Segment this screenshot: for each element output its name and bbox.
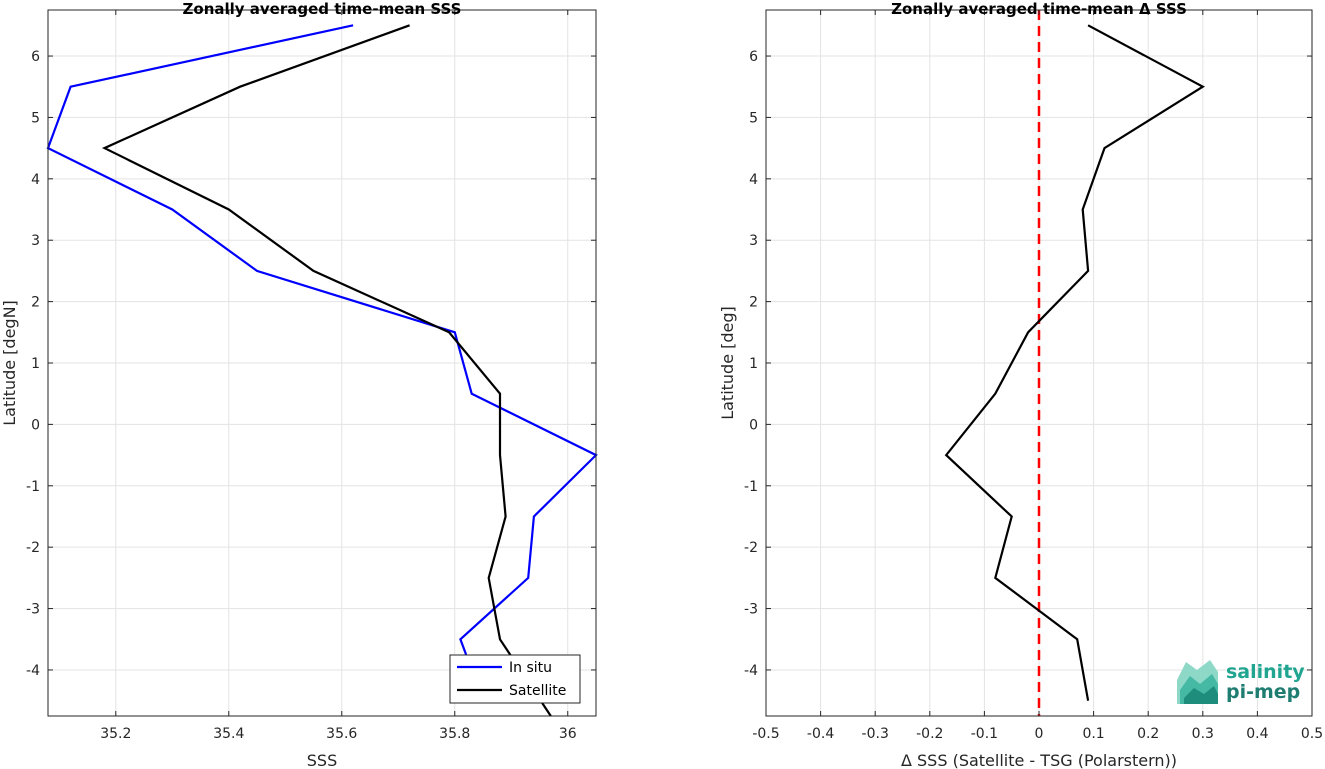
y-axis-label: Latitude [deg]	[718, 306, 737, 420]
x-tick-label: -0.1	[971, 726, 998, 742]
y-tick-label: 1	[31, 356, 40, 372]
x-tick-label: 0.5	[1301, 726, 1323, 742]
y-tick-label: 3	[31, 233, 40, 249]
x-tick-label: 0.4	[1246, 726, 1268, 742]
x-axis-label: Δ SSS (Satellite - TSG (Polarstern))	[901, 751, 1177, 769]
legend: In situ Satellite	[449, 654, 581, 704]
y-tick-label: 1	[749, 356, 758, 372]
chart-title: Zonally averaged time-mean SSS	[183, 0, 462, 18]
chart-title: Zonally averaged time-mean Δ SSS	[891, 0, 1187, 18]
y-tick-label: 6	[31, 49, 40, 65]
series-line-satellite	[101, 24, 552, 717]
salinity-pi-mep-logo: salinity pi-mep	[1177, 660, 1305, 704]
logo-wave-front	[1184, 686, 1218, 704]
series-line-in-situ	[46, 24, 598, 655]
x-tick-label: -0.5	[752, 726, 779, 742]
y-tick-label: -1	[26, 479, 40, 495]
x-tick-label: 0.2	[1137, 726, 1159, 742]
y-tick-label: 5	[749, 110, 758, 126]
y-tick-label: 6	[749, 49, 758, 65]
y-tick-label: -3	[26, 602, 40, 618]
x-tick-label: 0.1	[1082, 726, 1104, 742]
right-chart-panel: -0.5 -0.4 -0.3 -0.2 -0.1 0 0.1 0.2 0.3 0.4 0.5 -4 -3…	[718, 0, 1323, 769]
legend-label-in-situ: In situ	[509, 660, 552, 676]
x-tick-label: 35.6	[326, 726, 357, 742]
x-tick-label: 35.4	[213, 726, 244, 742]
x-axis-label: SSS	[307, 751, 337, 769]
y-tick-label: 4	[749, 172, 758, 188]
x-tick-label: 0.3	[1192, 726, 1214, 742]
logo-text-pi-mep: pi-mep	[1226, 681, 1300, 703]
y-tick-label: -4	[744, 663, 758, 679]
y-tick-label: 2	[749, 295, 758, 311]
y-tick-label: 2	[31, 295, 40, 311]
y-tick-label: -4	[26, 663, 40, 679]
y-tick-label: 4	[31, 172, 40, 188]
x-tick-label: 36	[559, 726, 577, 742]
x-tick-label: -0.2	[916, 726, 943, 742]
legend-label-satellite: Satellite	[509, 683, 566, 699]
x-tick-label: 0	[1035, 726, 1044, 742]
series-line-delta-sss	[944, 24, 1205, 701]
y-tick-label: 3	[749, 233, 758, 249]
x-tick-label: 35.8	[439, 726, 470, 742]
y-tick-label: -1	[744, 479, 758, 495]
x-tick-label: 35.2	[100, 726, 131, 742]
y-axis-label: Latitude [degN]	[0, 300, 19, 426]
x-tick-label: -0.3	[862, 726, 889, 742]
left-chart-panel: 35.2 35.4 35.6 35.8 36 -4 -3 -2 -1 0 1 2 3 4 5 6 Zonally…	[0, 0, 598, 769]
y-tick-label: 0	[749, 417, 758, 433]
y-tick-label: -2	[26, 540, 40, 556]
y-tick-label: 5	[31, 110, 40, 126]
y-tick-label: -3	[744, 602, 758, 618]
legend-box	[449, 654, 581, 704]
logo-text-salinity: salinity	[1226, 661, 1305, 683]
x-tick-label: -0.4	[807, 726, 834, 742]
y-tick-label: -2	[744, 540, 758, 556]
y-tick-label: 0	[31, 417, 40, 433]
